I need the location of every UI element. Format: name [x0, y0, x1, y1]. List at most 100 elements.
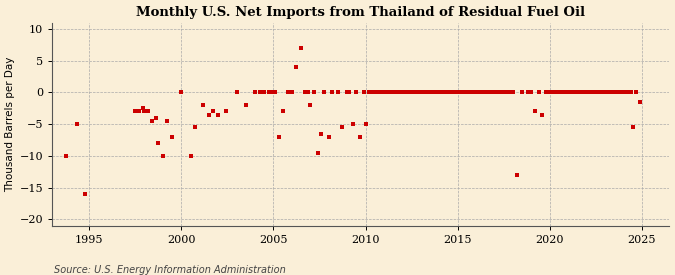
Point — [157, 154, 168, 158]
Point — [401, 90, 412, 95]
Point — [162, 119, 173, 123]
Point — [308, 90, 319, 95]
Point — [220, 109, 231, 114]
Point — [344, 90, 354, 95]
Point — [625, 90, 636, 95]
Point — [146, 119, 157, 123]
Point — [389, 90, 400, 95]
Point — [333, 90, 344, 95]
Point — [419, 90, 430, 95]
Point — [72, 122, 82, 126]
Point — [581, 90, 592, 95]
Point — [342, 90, 352, 95]
Point — [130, 109, 140, 114]
Point — [448, 90, 459, 95]
Point — [61, 154, 72, 158]
Point — [607, 90, 618, 95]
Point — [273, 134, 284, 139]
Point — [347, 122, 358, 126]
Point — [548, 90, 559, 95]
Point — [408, 90, 418, 95]
Point — [544, 90, 555, 95]
Point — [614, 90, 625, 95]
Point — [533, 90, 544, 95]
Point — [305, 103, 316, 107]
Point — [394, 90, 404, 95]
Point — [283, 90, 294, 95]
Title: Monthly U.S. Net Imports from Thailand of Residual Fuel Oil: Monthly U.S. Net Imports from Thailand o… — [136, 6, 585, 18]
Point — [270, 90, 281, 95]
Point — [303, 90, 314, 95]
Point — [185, 154, 196, 158]
Point — [504, 90, 514, 95]
Point — [415, 90, 426, 95]
Point — [522, 90, 533, 95]
Point — [596, 90, 607, 95]
Point — [213, 112, 223, 117]
Point — [358, 90, 369, 95]
Point — [622, 90, 632, 95]
Point — [475, 90, 485, 95]
Point — [467, 90, 478, 95]
Point — [570, 90, 581, 95]
Point — [456, 90, 466, 95]
Point — [631, 90, 642, 95]
Point — [634, 100, 645, 104]
Point — [427, 90, 437, 95]
Point — [139, 109, 150, 114]
Point — [500, 90, 511, 95]
Point — [259, 90, 269, 95]
Point — [231, 90, 242, 95]
Point — [190, 125, 200, 130]
Point — [299, 90, 310, 95]
Point — [386, 90, 397, 95]
Point — [351, 90, 362, 95]
Point — [364, 90, 375, 95]
Point — [627, 125, 638, 130]
Point — [150, 116, 161, 120]
Point — [263, 90, 274, 95]
Point — [207, 109, 218, 114]
Point — [526, 90, 537, 95]
Point — [603, 90, 614, 95]
Point — [290, 65, 301, 69]
Point — [371, 90, 382, 95]
Point — [489, 90, 500, 95]
Point — [537, 112, 547, 117]
Point — [445, 90, 456, 95]
Point — [153, 141, 164, 145]
Point — [142, 109, 153, 114]
Point — [463, 90, 474, 95]
Point — [563, 90, 574, 95]
Point — [323, 134, 334, 139]
Point — [137, 106, 148, 110]
Point — [316, 131, 327, 136]
Point — [250, 90, 261, 95]
Point — [541, 90, 551, 95]
Point — [599, 90, 610, 95]
Point — [618, 90, 629, 95]
Point — [585, 90, 595, 95]
Point — [354, 134, 365, 139]
Point — [404, 90, 415, 95]
Point — [478, 90, 489, 95]
Point — [412, 90, 423, 95]
Point — [79, 192, 90, 196]
Point — [367, 90, 378, 95]
Point — [296, 46, 306, 50]
Point — [511, 173, 522, 177]
Point — [360, 122, 371, 126]
Point — [559, 90, 570, 95]
Point — [240, 103, 251, 107]
Point — [441, 90, 452, 95]
Point — [134, 109, 144, 114]
Point — [496, 90, 507, 95]
Point — [516, 90, 527, 95]
Point — [286, 90, 297, 95]
Point — [176, 90, 187, 95]
Point — [397, 90, 408, 95]
Point — [434, 90, 445, 95]
Point — [460, 90, 470, 95]
Point — [254, 90, 265, 95]
Point — [327, 90, 338, 95]
